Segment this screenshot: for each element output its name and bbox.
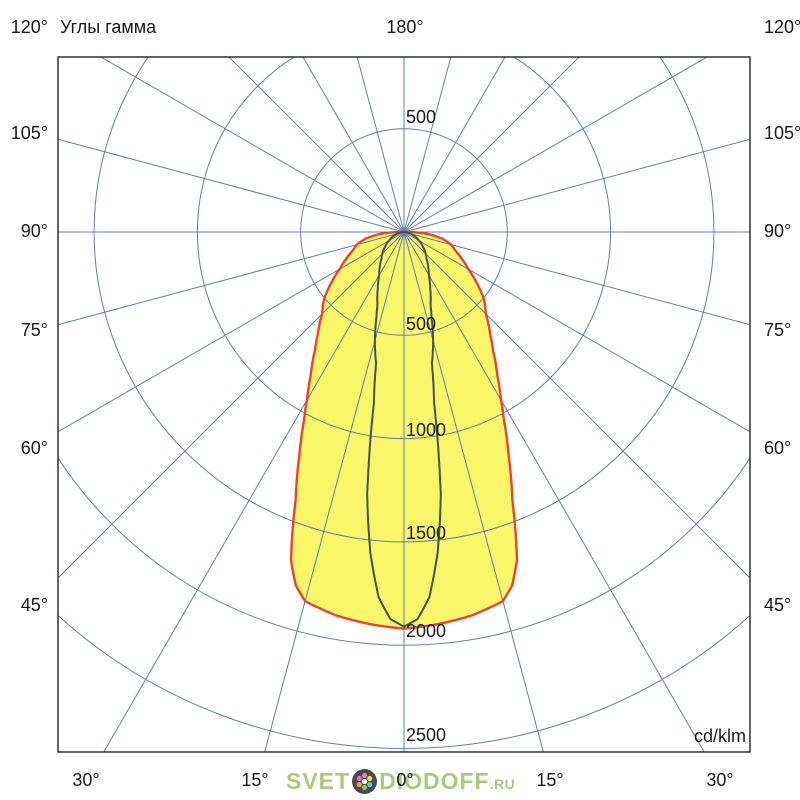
chart-title: Углы гамма — [60, 17, 157, 37]
gamma-angle-label-left: 45° — [20, 595, 48, 615]
watermark-text-2: DIODOFF — [379, 768, 490, 794]
led-logo-icon — [352, 769, 378, 794]
gamma-angle-label-right: 105° — [764, 123, 800, 143]
ring-value-label: 2000 — [406, 621, 447, 641]
gamma-angle-label-left: 75° — [20, 320, 48, 340]
c-angle-label-bottom: 15° — [536, 770, 564, 790]
watermark-text-3: .RU — [489, 776, 516, 792]
watermark-text-1: SVET — [286, 768, 351, 794]
unit-label: cd/klm — [693, 726, 746, 746]
ring-value-label: 500 — [406, 314, 437, 334]
plot-frame — [57, 56, 751, 753]
beam-wide-curve — [289, 230, 519, 630]
gamma-angle-label-left: 105° — [10, 123, 48, 143]
c-angle-label-bottom: 30° — [72, 770, 100, 790]
ring-value-label: 500 — [406, 107, 437, 127]
gamma-angle-label-left: 60° — [20, 438, 48, 458]
gamma-angle-label-right: 120° — [764, 17, 800, 37]
gamma-angle-label-right: 60° — [764, 438, 792, 458]
c-angle-label-bottom: 30° — [706, 770, 734, 790]
watermark: SVET DIODOFF .RU — [286, 768, 515, 795]
gamma-angle-label-right: 90° — [764, 221, 792, 241]
gamma-angle-label-top: 180° — [386, 17, 424, 37]
ring-value-label: 2500 — [406, 725, 447, 745]
beam-narrow-curve — [366, 231, 442, 628]
ring-value-label: 1000 — [406, 420, 447, 440]
ring-value-label: 1500 — [406, 523, 447, 543]
gamma-angle-label-left: 120° — [10, 17, 48, 37]
gamma-angle-label-left: 90° — [20, 221, 48, 241]
c-angle-label-bottom: 15° — [241, 770, 269, 790]
gamma-angle-label-right: 75° — [764, 320, 792, 340]
c-angle-label-bottom: 0° — [396, 770, 414, 790]
gamma-angle-label-right: 45° — [764, 595, 792, 615]
